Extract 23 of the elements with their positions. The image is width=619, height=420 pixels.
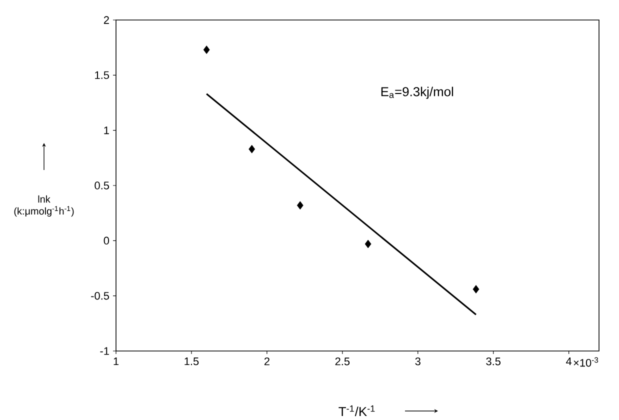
x-tick-label: 4 — [566, 358, 572, 366]
x-tick-label: 2.5 — [335, 358, 350, 366]
text: ×10$^{-3}$ — [574, 357, 598, 367]
point — [364, 240, 372, 248]
y-tick-label: 0 — [104, 236, 110, 245]
y-tick-label: 1.5 — [95, 71, 110, 79]
annotation: E$_{a}$=9.3kj/mol — [381, 86, 454, 99]
point — [203, 46, 210, 54]
y-tick-label: 0.5 — [94, 182, 110, 190]
point — [296, 201, 304, 210]
x-tick-label: 1.5 — [184, 358, 199, 366]
y-tick-label: -0.5 — [91, 292, 110, 300]
y-tick-label: -1 — [100, 347, 109, 355]
x-tick-label: 1 — [114, 358, 119, 366]
x-tick-label: 3 — [415, 358, 420, 366]
y-axis-title: lnk (k:μmolg$^{-1}$h$^{-1}$) — [14, 195, 74, 217]
x-tick-label: 3.5 — [486, 358, 500, 366]
x-tick-label: 2 — [264, 358, 270, 366]
point — [472, 285, 480, 294]
y-tick-label: 2 — [104, 16, 109, 24]
y-tick-label: 1 — [104, 126, 109, 134]
point — [248, 144, 256, 154]
x-axis-title: T$^{-1}$/K$^{-1}$ — [338, 405, 375, 416]
